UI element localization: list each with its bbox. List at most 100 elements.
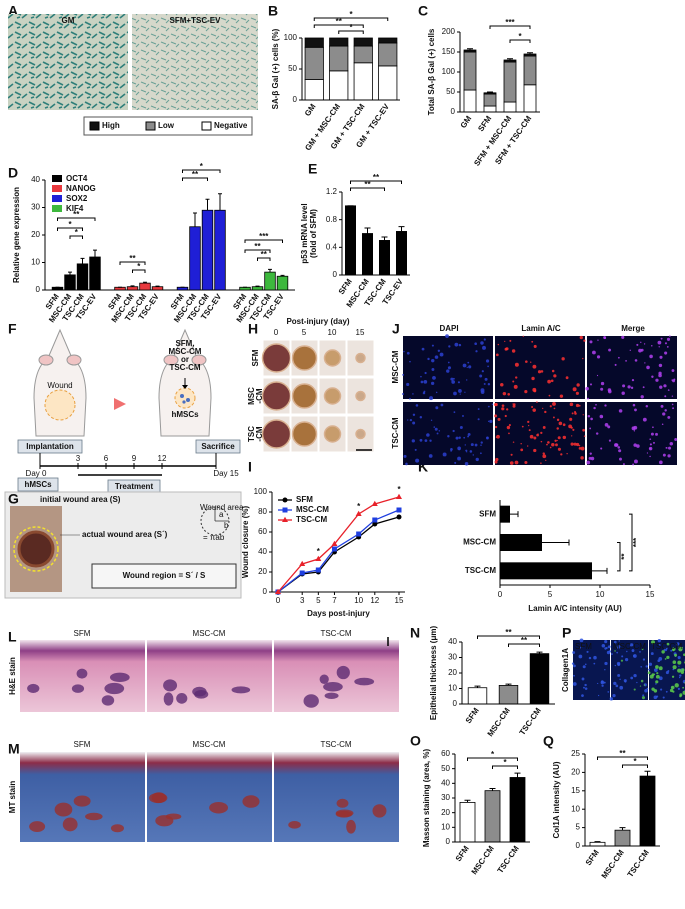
texture-blob bbox=[54, 802, 73, 817]
texture-dot bbox=[491, 403, 494, 406]
texture-dot bbox=[430, 419, 433, 421]
bar bbox=[353, 45, 373, 64]
texture-dot bbox=[481, 370, 484, 373]
texture-dot bbox=[533, 344, 537, 348]
marker bbox=[355, 510, 362, 516]
wound bbox=[291, 421, 318, 447]
texture-dot bbox=[601, 684, 604, 687]
texture-dot bbox=[458, 343, 462, 347]
texture-dot bbox=[664, 658, 667, 660]
panel-letter: A bbox=[8, 3, 18, 19]
y-tick-label: 60 bbox=[441, 749, 450, 758]
x-tick-label: 5 bbox=[316, 596, 321, 605]
texture-blob bbox=[109, 672, 130, 682]
texture-dot bbox=[509, 461, 514, 465]
x-tick-label: 15 bbox=[395, 596, 404, 605]
texture-dot bbox=[629, 643, 634, 647]
panel-letter: D bbox=[8, 165, 18, 181]
bar bbox=[64, 274, 76, 291]
texture-dot bbox=[596, 355, 601, 359]
texture-dot bbox=[640, 341, 642, 343]
bar bbox=[639, 775, 656, 847]
significance-label: * bbox=[349, 23, 353, 32]
label: Post-injury (day) bbox=[286, 317, 349, 326]
texture-dot bbox=[506, 425, 511, 430]
texture-dot bbox=[667, 454, 671, 458]
texture-dot bbox=[625, 658, 629, 662]
texture-dot bbox=[617, 663, 621, 667]
error-bar bbox=[536, 651, 543, 654]
row-label: -CM bbox=[255, 426, 264, 441]
texture-dot bbox=[655, 674, 660, 679]
significance-bracket bbox=[182, 169, 221, 173]
texture-dot bbox=[667, 415, 671, 419]
bar bbox=[344, 205, 356, 276]
texture-dot bbox=[402, 393, 405, 396]
texture-blob bbox=[324, 692, 339, 699]
texture-dot bbox=[437, 349, 441, 352]
texture-dot bbox=[533, 389, 537, 393]
bar bbox=[189, 226, 201, 291]
texture-dot bbox=[595, 432, 599, 435]
legend-label: SOX2 bbox=[66, 194, 88, 203]
y-tick-label: 30 bbox=[441, 793, 450, 802]
texture-dot bbox=[623, 679, 627, 683]
x-tick-label: MSC-CM bbox=[486, 706, 512, 738]
texture-dot bbox=[614, 443, 618, 447]
texture-dot bbox=[467, 435, 470, 438]
texture-dot bbox=[532, 408, 536, 412]
texture-dot bbox=[409, 418, 413, 422]
y-tick-label: 20 bbox=[448, 668, 457, 677]
texture-dot bbox=[640, 665, 643, 668]
texture-dot bbox=[642, 658, 646, 661]
texture-dot bbox=[566, 453, 568, 455]
texture-dot bbox=[423, 390, 426, 393]
texture-dot bbox=[582, 665, 586, 669]
label: Wound bbox=[47, 381, 72, 390]
texture-dot bbox=[501, 407, 505, 411]
texture-dot bbox=[644, 362, 646, 364]
error-bar bbox=[280, 274, 285, 277]
texture-dot bbox=[678, 676, 681, 679]
texture-dot bbox=[640, 395, 644, 399]
texture-dot bbox=[633, 425, 638, 430]
legend-swatch bbox=[52, 195, 62, 202]
texture-dot bbox=[497, 343, 500, 346]
texture-dot bbox=[435, 391, 438, 394]
texture-blob bbox=[165, 813, 182, 820]
texture-dot bbox=[549, 405, 552, 408]
texture-dot bbox=[524, 390, 528, 394]
significance-label: * bbox=[349, 10, 353, 19]
marker bbox=[299, 570, 305, 576]
texture-dot bbox=[668, 446, 672, 450]
y-tick-label: TSC-CM bbox=[465, 566, 496, 575]
timeline-tick-label: 3 bbox=[76, 454, 81, 463]
texture-dot bbox=[414, 448, 417, 451]
texture-dot bbox=[546, 443, 548, 446]
texture-dot bbox=[504, 414, 507, 418]
texture-dot bbox=[459, 393, 461, 395]
texture-dot bbox=[513, 403, 516, 406]
column-label: TSC-CM bbox=[320, 629, 351, 638]
texture-blob bbox=[209, 801, 229, 814]
texture-dot bbox=[464, 462, 469, 466]
row-label: TSC-CM bbox=[391, 417, 400, 448]
significance-bracket bbox=[69, 235, 83, 239]
texture-dot bbox=[676, 642, 680, 646]
y-tick-label: 0 bbox=[263, 587, 268, 596]
texture-dot bbox=[480, 452, 482, 455]
timeline-box-label: Implantation bbox=[26, 442, 74, 451]
texture-dot bbox=[494, 414, 498, 418]
texture-dot bbox=[647, 671, 651, 675]
texture-dot bbox=[558, 421, 563, 426]
texture-dot bbox=[479, 374, 483, 378]
texture-dot bbox=[547, 379, 551, 384]
texture-dot bbox=[618, 640, 620, 642]
significance-bracket bbox=[57, 227, 83, 231]
y-tick-label: 1.2 bbox=[326, 187, 338, 196]
texture-dot bbox=[494, 403, 498, 407]
texture-dot bbox=[588, 656, 592, 660]
significance-label: ** bbox=[192, 170, 199, 179]
texture-dot bbox=[561, 357, 565, 361]
significance-bracket bbox=[132, 269, 146, 273]
